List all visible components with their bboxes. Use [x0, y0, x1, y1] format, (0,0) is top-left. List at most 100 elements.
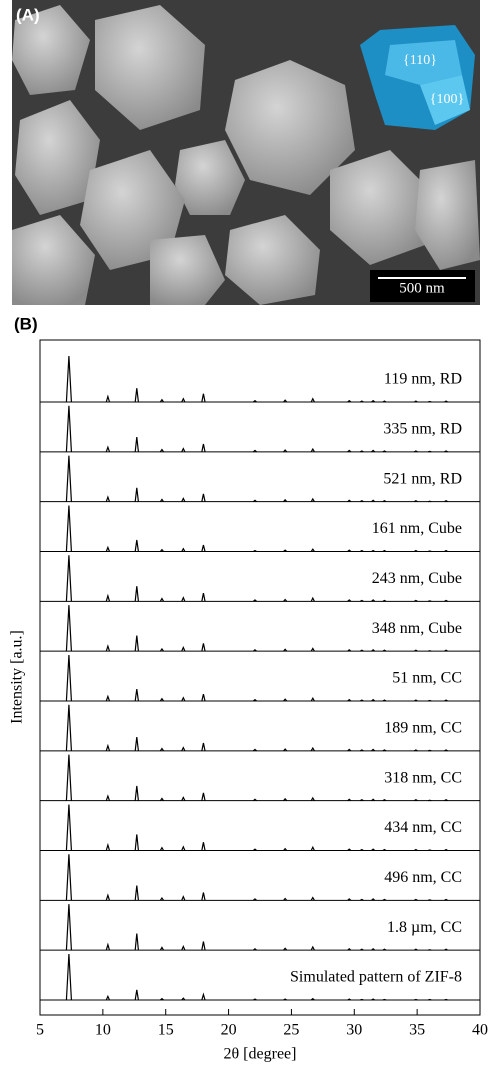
peak	[347, 947, 352, 951]
peak	[413, 500, 418, 503]
peak	[444, 450, 448, 453]
peak	[134, 539, 139, 552]
peak	[283, 947, 288, 951]
x-tick-label: 40	[472, 1022, 488, 1039]
peak	[310, 548, 315, 552]
series-label: 521 nm, RD	[383, 470, 462, 487]
peak	[105, 893, 111, 901]
peak	[201, 941, 206, 951]
peak	[347, 848, 352, 851]
peak	[413, 400, 418, 403]
peak	[159, 846, 165, 851]
peak	[105, 994, 111, 1001]
peak	[444, 898, 448, 901]
peak	[105, 794, 111, 801]
peak	[252, 698, 257, 702]
peak	[382, 699, 387, 702]
series-label: 434 nm, CC	[384, 819, 462, 836]
peak	[65, 704, 73, 751]
peak	[413, 848, 418, 852]
peak	[413, 898, 418, 901]
peak	[105, 942, 111, 951]
peak	[347, 998, 352, 1001]
peak	[413, 649, 418, 652]
peak	[359, 699, 364, 702]
peak	[444, 848, 448, 852]
peak	[310, 746, 315, 752]
peak	[371, 798, 376, 802]
peak	[134, 586, 139, 602]
peak	[310, 397, 315, 403]
scale-bar-label: 500 nm	[399, 280, 445, 296]
peak	[201, 792, 206, 801]
series-label: 496 nm, CC	[384, 869, 462, 886]
peak	[253, 549, 257, 553]
peak	[371, 748, 376, 752]
peak	[252, 449, 257, 453]
peak	[134, 885, 139, 901]
peak	[382, 649, 387, 652]
peak	[371, 399, 376, 403]
peak	[283, 748, 288, 752]
peak	[310, 896, 315, 901]
peak	[252, 499, 257, 503]
peak	[252, 748, 257, 752]
peak	[65, 505, 73, 552]
peak	[252, 399, 257, 403]
peak	[359, 450, 364, 453]
peak	[181, 944, 186, 951]
peak	[347, 648, 352, 652]
peak	[134, 989, 139, 1001]
peak	[181, 397, 186, 403]
peak	[283, 797, 288, 802]
peak	[382, 549, 387, 553]
facet-label: {100}	[430, 92, 464, 107]
peak	[382, 450, 387, 453]
series-label: 161 nm, Cube	[372, 520, 462, 537]
series-label: 335 nm, RD	[383, 421, 462, 438]
peak	[201, 693, 206, 702]
peak	[159, 498, 165, 503]
peak	[134, 933, 139, 951]
peak	[65, 804, 73, 851]
peak	[382, 799, 387, 802]
peak	[252, 798, 257, 802]
peak	[371, 549, 376, 553]
peak	[283, 897, 288, 901]
peak	[359, 400, 364, 403]
x-tick-label: 20	[221, 1022, 237, 1039]
peak	[181, 997, 186, 1001]
peak	[159, 697, 165, 702]
peak	[65, 555, 73, 602]
peak	[347, 499, 352, 503]
peak	[310, 447, 315, 453]
peak	[253, 998, 257, 1001]
peak	[252, 648, 257, 652]
peak	[283, 549, 288, 552]
peak	[201, 544, 206, 552]
peak	[444, 649, 448, 652]
peak	[65, 904, 73, 951]
peak	[201, 643, 206, 652]
peak	[105, 394, 111, 403]
peak	[283, 498, 288, 503]
peak	[283, 399, 288, 403]
peak	[105, 743, 111, 752]
peak	[65, 854, 73, 901]
peak	[382, 948, 387, 951]
peak	[201, 742, 206, 751]
peak	[310, 796, 315, 801]
peak	[159, 398, 165, 403]
peak	[252, 947, 257, 951]
peak	[181, 796, 186, 801]
series-label: 51 nm, CC	[392, 670, 462, 687]
peak	[105, 545, 111, 552]
peak	[159, 747, 165, 752]
peak	[134, 688, 139, 702]
peak	[347, 898, 352, 901]
peak	[359, 948, 364, 951]
peak	[347, 698, 352, 702]
peak	[413, 599, 418, 602]
peak	[201, 493, 206, 502]
